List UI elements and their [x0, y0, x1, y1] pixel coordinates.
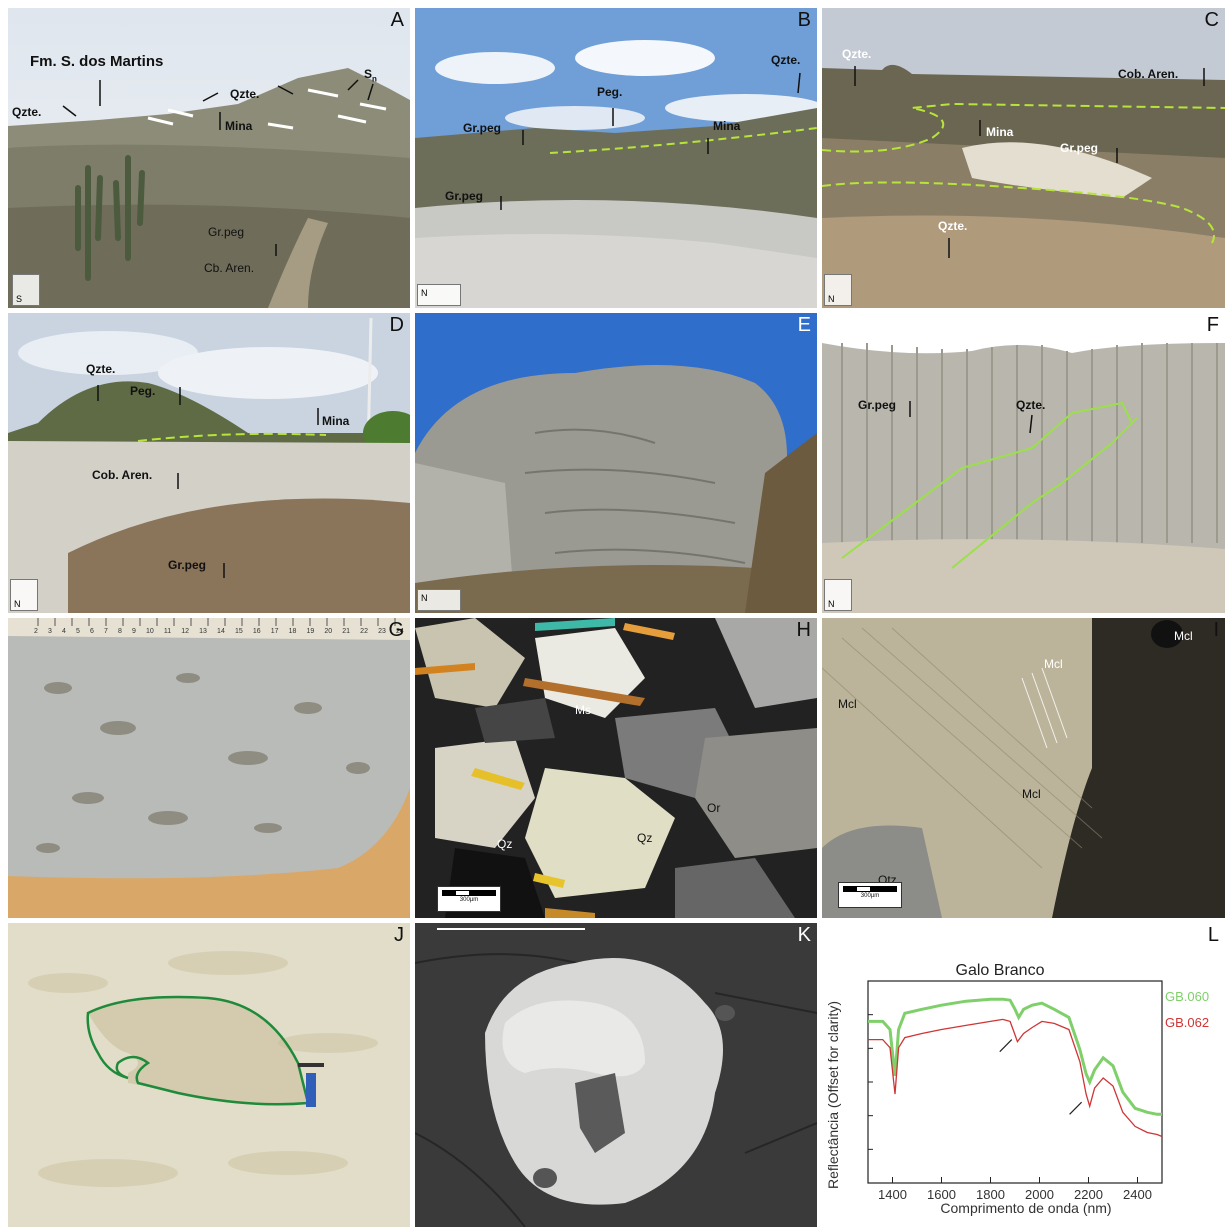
quartzite-label: Qzte.: [842, 47, 872, 61]
panel-label: F: [1206, 314, 1219, 336]
quartzite-label: Qzte.: [230, 87, 260, 101]
microcline-label: Mcl: [1174, 629, 1193, 643]
north-arrow-icon: N: [824, 274, 852, 306]
legend-item-gb062: GB.062: [1165, 1015, 1209, 1030]
microcline-label: Mcl: [1022, 787, 1041, 801]
quartzite-label: Qzte.: [771, 53, 801, 67]
panel-g: 2 3 4 5 6 7 8 9 10 11 12 13 14 15 16 17 18 19 20 21 22 23 24 G: [8, 618, 410, 918]
quartz-label: Qz: [637, 831, 653, 845]
granite-pegmatite-label: Gr.peg: [858, 398, 897, 412]
panel-g-scene: [8, 618, 410, 918]
mine-label: Mina: [713, 119, 741, 133]
scale-bar: 300µm: [437, 886, 501, 912]
panel-e: E N: [415, 313, 817, 613]
panel-f-scene: [822, 313, 1225, 613]
panel-c: C Qzte. Cob. Aren. Mina Gr.peg Qzte. N: [822, 8, 1225, 308]
panel-c-scene: [822, 8, 1225, 308]
north-arrow-icon: S: [12, 274, 40, 306]
absorption-arrow: [1069, 1101, 1083, 1115]
sand-cover-label: Cob. Aren.: [1118, 67, 1179, 81]
panel-a: A Fm. S. dos Martins Qzte. Qzte. Sn Mina…: [8, 8, 410, 308]
formation-label: Fm. S. dos Martins: [30, 53, 164, 70]
pegmatite-label: Peg.: [597, 85, 623, 99]
panel-l: Galo Branco Reflectância (Offset for cla…: [822, 923, 1225, 1227]
spectra-chart: Galo Branco Reflectância (Offset for cla…: [825, 962, 1209, 1216]
panel-k-scene: [415, 923, 817, 1227]
north-arrow-icon: N: [417, 589, 461, 611]
series-line-gb060: [868, 997, 1162, 1116]
chart-title: Galo Branco: [956, 962, 1045, 979]
panel-label: B: [797, 9, 811, 31]
quartz-label: Qz: [497, 837, 513, 851]
panel-label: D: [389, 314, 404, 336]
x-tick-label: 2000: [1025, 1187, 1054, 1202]
panel-label: G: [388, 619, 404, 641]
quartzite-label: Qzte.: [12, 105, 42, 119]
panel-label: K: [797, 924, 811, 946]
x-tick-label: 1600: [927, 1187, 956, 1202]
panel-b: B Peg. Qzte. Gr.peg Mina Gr.peg N: [415, 8, 817, 308]
panel-label: L: [1207, 924, 1219, 946]
panel-label: E: [797, 314, 811, 336]
mine-label: Mina: [322, 414, 350, 428]
panel-a-scene: [8, 8, 410, 308]
absorption-arrow: [999, 1039, 1013, 1053]
mine-label: Mina: [986, 125, 1014, 139]
panel-k: K: [415, 923, 817, 1227]
microcline-label: Mcl: [1044, 657, 1063, 671]
ruler: 2 3 4 5 6 7 8 9 10 11 12 13 14 15 16 17 18 19 20 21 22 23 24: [34, 628, 404, 635]
x-tick-label: 2200: [1074, 1187, 1103, 1202]
panel-h: H Ms Qz Qz Or 300µm: [415, 618, 817, 918]
granite-pegmatite-label: Gr.peg: [1060, 141, 1099, 155]
panel-d-scene: [8, 313, 410, 613]
x-axis-label: Comprimento de onda (nm): [940, 1200, 1111, 1216]
legend-item-gb060: GB.060: [1165, 989, 1209, 1004]
x-tick-label: 1400: [878, 1187, 907, 1202]
granite-pegmatite-label: Gr.peg: [168, 558, 207, 572]
panel-label: H: [796, 619, 811, 641]
north-arrow-icon: N: [10, 579, 38, 611]
foliation-label: Sn: [364, 67, 377, 84]
x-tick-label: 2400: [1123, 1187, 1152, 1202]
sand-cover-label: Cb. Aren.: [204, 261, 255, 275]
mine-label: Mina: [225, 119, 253, 133]
panel-label: C: [1204, 9, 1219, 31]
microcline-label: Mcl: [838, 697, 857, 711]
north-arrow-icon: N: [824, 579, 852, 611]
quartzite-label: Qzte.: [86, 362, 116, 376]
muscovite-label: Ms: [575, 703, 591, 717]
panel-f: F Gr.peg Qzte. N: [822, 313, 1225, 613]
panel-j-scene: [8, 923, 410, 1227]
panel-b-scene: [415, 8, 817, 308]
sand-cover-label: Cob. Aren.: [92, 468, 153, 482]
x-tick-label: 1800: [976, 1187, 1005, 1202]
north-arrow-icon: N: [417, 284, 461, 306]
panel-i: I Mcl Mcl Mcl Mcl Qtz 300µm: [822, 618, 1225, 918]
granite-pegmatite-label: Gr.peg: [445, 189, 484, 203]
pegmatite-label: Peg.: [130, 384, 156, 398]
quartzite-label: Qzte.: [1016, 398, 1046, 412]
panel-e-scene: [415, 313, 817, 613]
y-axis-label: Reflectância (Offset for clarity): [825, 1001, 841, 1189]
granite-pegmatite-label: Gr.peg: [463, 121, 502, 135]
quartzite-label: Qzte.: [938, 219, 968, 233]
granite-pegmatite-label: Gr.peg: [208, 225, 245, 239]
panel-j: J: [8, 923, 410, 1227]
panel-label: J: [394, 924, 404, 946]
panel-h-scene: [415, 618, 817, 918]
scale-bar: 300µm: [838, 882, 902, 908]
series-line-gb062: [868, 1018, 1163, 1138]
panel-label: I: [1213, 619, 1219, 641]
panel-d: D Qzte. Peg. Mina Cob. Aren. Gr.peg N: [8, 313, 410, 613]
panel-label: A: [390, 9, 404, 31]
orthoclase-label: Or: [707, 801, 721, 815]
